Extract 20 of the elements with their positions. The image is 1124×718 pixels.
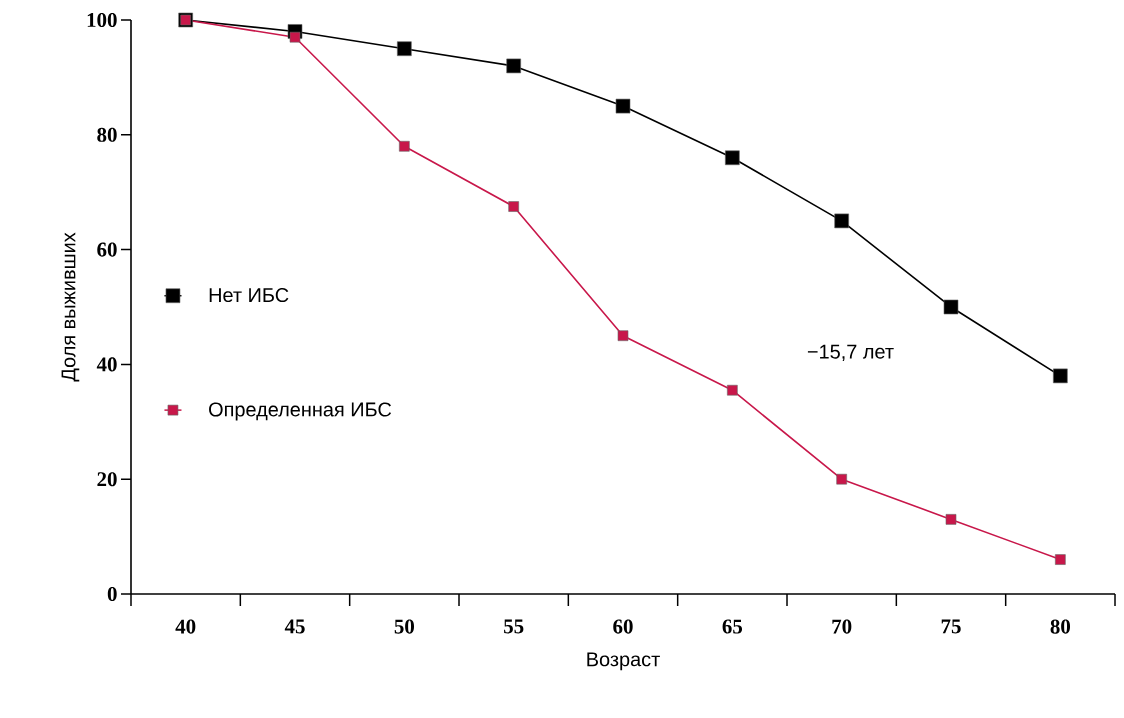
x-tick-label: 50: [394, 619, 415, 634]
y-axis-title: Доля выживших: [61, 232, 80, 382]
y-tick-label: 60: [97, 242, 117, 257]
legend-label: Нет ИБС: [209, 288, 289, 303]
x-tick-label: 55: [504, 619, 524, 634]
x-tick-label: 60: [613, 619, 633, 634]
legend-label: Определенная ИБС: [209, 402, 392, 421]
annotation: −15,7 лет: [807, 344, 894, 362]
y-tick-label: 80: [97, 127, 117, 142]
y-tick-label: 100: [87, 12, 117, 28]
x-tick-label: 70: [832, 619, 852, 634]
x-tick-label: 75: [941, 619, 961, 634]
x-axis-title: Возраст: [587, 652, 660, 671]
x-tick-label: 45: [284, 619, 305, 634]
y-tick-label: 0: [107, 586, 117, 602]
x-tick-label: 40: [175, 619, 196, 634]
x-tick-label: 80: [1050, 619, 1071, 634]
x-tick-label: 65: [722, 619, 743, 634]
y-tick-label: 20: [97, 472, 117, 487]
y-tick-label: 40: [96, 357, 117, 372]
